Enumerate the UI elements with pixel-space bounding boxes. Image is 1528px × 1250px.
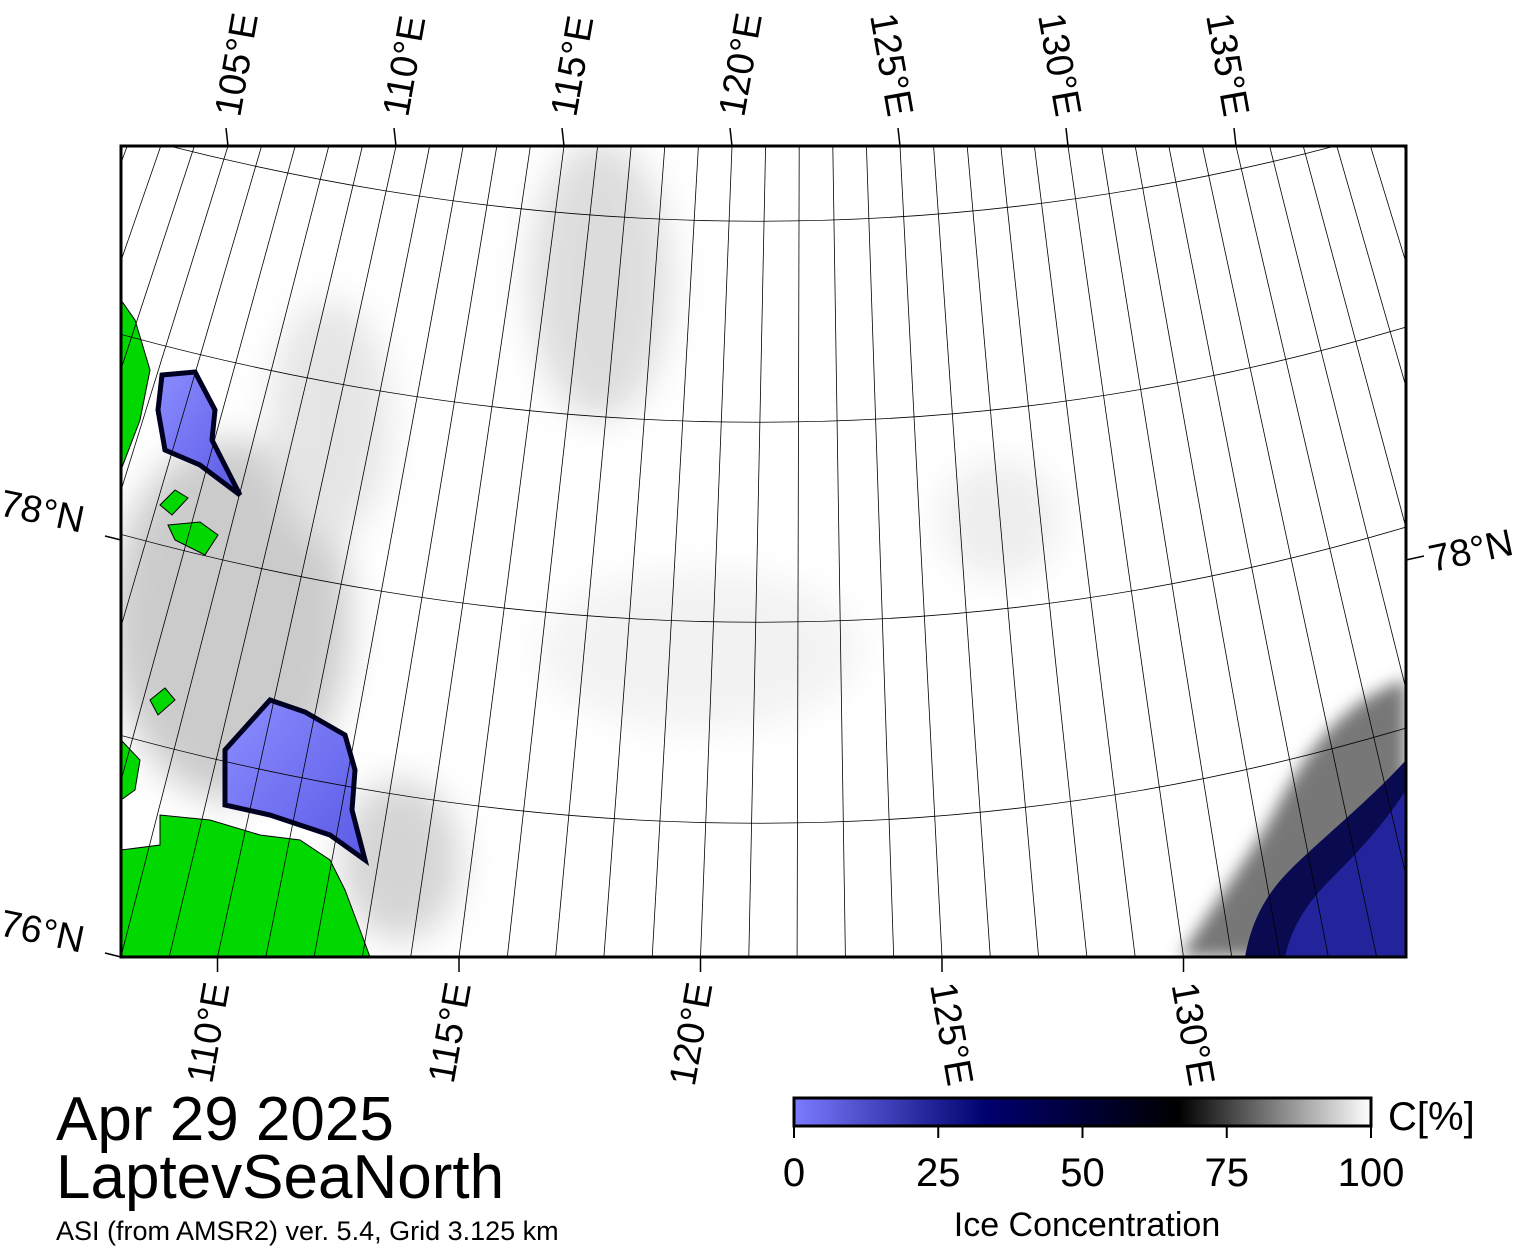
meridian	[700, 146, 733, 957]
parallel	[121, 526, 1406, 623]
meridian	[966, 146, 1039, 957]
bottom-lon-label: 115°E	[421, 979, 480, 1086]
bottom-lon-label: 130°E	[1163, 979, 1222, 1089]
meridian	[603, 146, 666, 957]
date: Apr 29 2025	[56, 1085, 394, 1154]
tick	[561, 127, 565, 147]
meridian	[1134, 146, 1281, 957]
bottom-lon-label: 120°E	[662, 979, 721, 1089]
map-area	[121, 146, 1406, 957]
meridian	[121, 146, 229, 492]
bottom-lon-label: 125°E	[921, 979, 980, 1089]
meridian	[313, 146, 464, 957]
meridian	[121, 146, 195, 371]
top-lon-label: 125°E	[861, 10, 920, 120]
left-lat-label: 78°N	[0, 483, 88, 542]
meridian	[217, 146, 397, 957]
colorbar-tick-label: 100	[1338, 1151, 1405, 1195]
tick	[393, 127, 397, 147]
colorbar-tick-label: 75	[1205, 1151, 1250, 1195]
meridian	[1101, 146, 1233, 957]
meridian	[121, 146, 262, 628]
meridian	[1302, 146, 1406, 530]
meridian	[410, 146, 531, 957]
meridian	[933, 146, 991, 957]
polynya	[1285, 790, 1406, 957]
tick	[1405, 555, 1425, 561]
map-frame	[119, 144, 1408, 959]
top-lon-label: 115°E	[544, 13, 603, 120]
colorbar-label: Ice Concentration	[954, 1206, 1221, 1244]
meridian	[1336, 146, 1406, 389]
meridian	[651, 146, 699, 957]
meridian	[899, 146, 943, 957]
tick	[729, 127, 733, 147]
land	[159, 489, 189, 516]
tick	[1233, 127, 1237, 147]
top-lon-label: 135°E	[1197, 10, 1256, 120]
tick	[104, 952, 122, 958]
parallel	[167, 146, 1337, 222]
top-lon-label: 130°E	[1029, 10, 1088, 120]
colorbar	[792, 1096, 1373, 1128]
parallel	[121, 727, 1406, 824]
meridian	[866, 146, 895, 957]
meridian	[1269, 146, 1406, 691]
meridian	[168, 146, 363, 957]
parallel	[121, 326, 1406, 423]
meridian	[555, 146, 632, 957]
meridian	[1168, 146, 1329, 957]
colorbar-unit: C[%]	[1388, 1095, 1475, 1139]
tick	[104, 535, 122, 541]
meridian	[121, 146, 330, 957]
colorbar-tick-label: 50	[1060, 1151, 1105, 1195]
right-lat-label: 78°N	[1425, 522, 1517, 581]
meridian	[1067, 146, 1184, 957]
meridian	[1034, 146, 1136, 957]
land	[167, 521, 219, 556]
data-source: ASI (from AMSR2) ver. 5.4, Grid 3.125 km	[56, 1216, 559, 1246]
meridian	[458, 146, 565, 957]
colorbar-ticks: 0 25 50 75 100	[783, 1126, 1405, 1195]
bottom-lon-label: 110°E	[179, 979, 238, 1086]
top-lon-label: 105°E	[208, 10, 267, 120]
land	[121, 739, 141, 801]
meridian	[121, 146, 296, 783]
meridian	[1202, 146, 1378, 957]
tick	[1065, 127, 1069, 147]
meridian	[121, 146, 128, 165]
meridian	[1235, 146, 1406, 878]
meridian	[748, 146, 766, 957]
top-lon-label: 120°E	[712, 10, 771, 120]
meridian	[1000, 146, 1088, 957]
colorbar-tick-label: 0	[783, 1151, 805, 1195]
land	[149, 687, 176, 716]
land	[121, 299, 151, 471]
meridian	[362, 146, 498, 957]
meridian	[506, 146, 598, 957]
polynya	[155, 369, 243, 497]
top-lon-label: 110°E	[376, 13, 435, 120]
colorbar-tick-label: 25	[916, 1151, 961, 1195]
tick	[897, 127, 901, 147]
meridian	[265, 146, 430, 957]
region-name: LaptevSeaNorth	[56, 1143, 504, 1212]
tick	[225, 127, 229, 147]
graticule	[121, 146, 1406, 957]
polynya	[222, 697, 370, 867]
left-lat-label: 76°N	[0, 903, 88, 962]
land	[121, 814, 371, 957]
meridian	[796, 146, 800, 957]
